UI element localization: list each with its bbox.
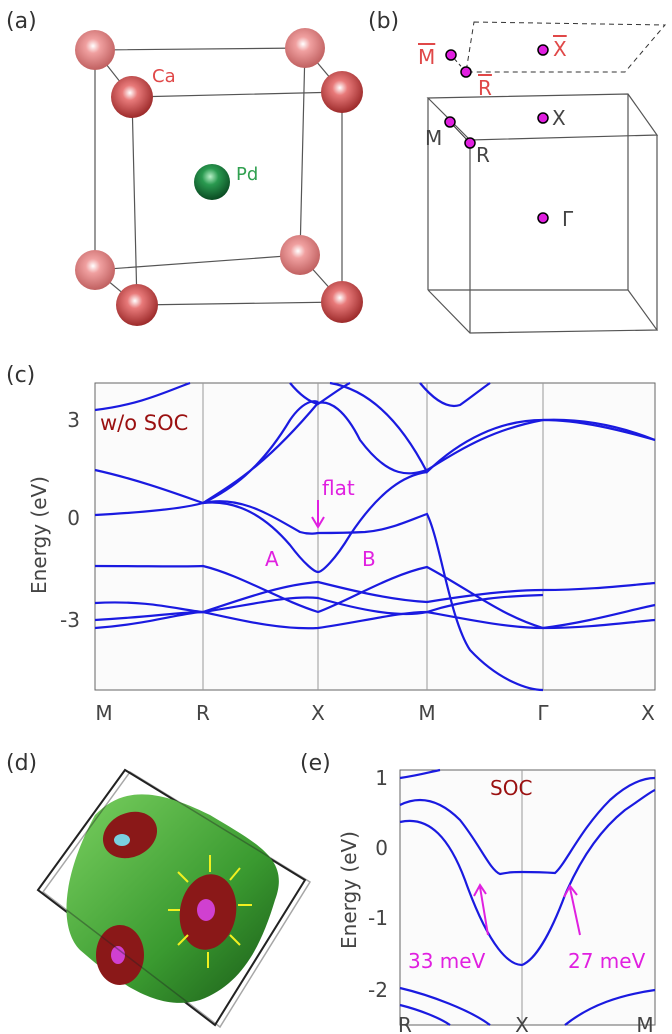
x-tick-label: X — [641, 701, 655, 725]
k-point: X — [552, 106, 566, 130]
annotation: w/o SOC — [100, 411, 188, 435]
k-point: X — [553, 37, 567, 61]
x-tick-label: M — [418, 701, 435, 725]
y-tick-label: 0 — [67, 506, 80, 530]
annotation: 27 meV — [568, 949, 646, 973]
y-tick-label: 1 — [375, 766, 388, 790]
annotation: SOC — [490, 776, 532, 800]
k-point: Γ — [562, 207, 574, 231]
annotation: 33 meV — [408, 949, 486, 973]
y-axis-label: Energy (eV) — [337, 831, 361, 949]
x-tick-label: M — [95, 701, 112, 725]
x-tick-label: R — [196, 701, 210, 725]
x-tick-label: Γ — [537, 701, 549, 725]
x-tick-label: R — [398, 1013, 412, 1034]
y-tick-label: 3 — [67, 408, 80, 432]
y-tick-label: 0 — [375, 836, 388, 860]
k-point: R — [478, 76, 492, 100]
panel-label: (c) — [6, 363, 35, 388]
panel-label: (a) — [6, 9, 37, 34]
k-point: M — [425, 126, 442, 150]
fermi-surface — [38, 770, 310, 1027]
y-tick-label: -2 — [368, 978, 388, 1002]
plot-frame — [400, 770, 655, 1025]
annotation: A — [265, 547, 279, 571]
annotation: B — [362, 547, 376, 571]
figure: (a) Ca Pd (b) M R X M R X Γ (c) w/o SOC … — [0, 0, 672, 1034]
y-tick-label: -3 — [60, 608, 80, 632]
y-tick-label: -1 — [368, 906, 388, 930]
unit-cell — [75, 28, 363, 326]
panel-label: (d) — [6, 751, 37, 776]
brillouin-zone — [428, 22, 665, 333]
x-tick-label: M — [636, 1013, 653, 1034]
atom-label: Ca — [152, 66, 176, 87]
k-point: R — [476, 143, 490, 167]
panel-label: (e) — [300, 751, 331, 776]
atom-label: Pd — [236, 164, 258, 185]
annotation: flat — [322, 476, 355, 500]
x-tick-label: X — [311, 701, 325, 725]
k-point: M — [418, 45, 435, 69]
x-tick-label: X — [515, 1013, 529, 1034]
y-axis-label: Energy (eV) — [27, 476, 51, 594]
panel-label: (b) — [368, 9, 399, 34]
